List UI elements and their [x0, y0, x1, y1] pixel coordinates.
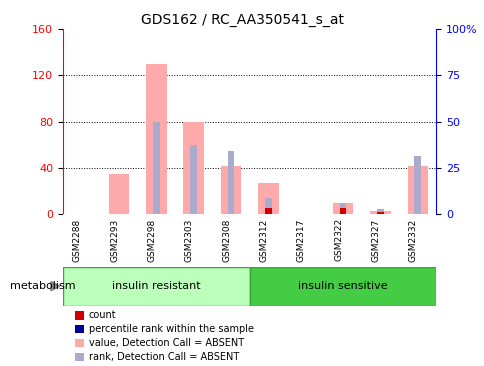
Bar	[332, 202, 353, 214]
Bar	[108, 174, 129, 214]
Bar	[63, 267, 249, 306]
Bar	[153, 122, 159, 214]
Bar	[265, 198, 271, 214]
Bar	[377, 209, 383, 214]
Text: metabolism: metabolism	[10, 281, 75, 291]
Text: insulin resistant: insulin resistant	[112, 281, 200, 291]
Bar	[257, 183, 278, 214]
Text: rank, Detection Call = ABSENT: rank, Detection Call = ABSENT	[89, 352, 239, 362]
Text: GSM2332: GSM2332	[408, 219, 417, 262]
Bar	[220, 165, 241, 214]
Bar	[369, 211, 390, 214]
Text: GSM2293: GSM2293	[110, 219, 119, 262]
Text: GSM2308: GSM2308	[222, 219, 230, 262]
Text: GSM2312: GSM2312	[259, 219, 268, 262]
Bar	[249, 267, 436, 306]
Text: GSM2327: GSM2327	[371, 219, 379, 262]
Bar	[227, 150, 234, 214]
Text: GDS162 / RC_AA350541_s_at: GDS162 / RC_AA350541_s_at	[141, 13, 343, 27]
Text: percentile rank within the sample: percentile rank within the sample	[89, 324, 253, 335]
Text: insulin sensitive: insulin sensitive	[298, 281, 387, 291]
Bar	[414, 156, 420, 214]
Bar	[190, 145, 197, 214]
Text: count: count	[89, 310, 116, 321]
Bar	[265, 208, 271, 214]
Text: GSM2298: GSM2298	[147, 219, 156, 262]
Text: GSM2317: GSM2317	[296, 219, 305, 262]
Bar	[339, 202, 346, 214]
Bar	[407, 165, 427, 214]
Bar	[377, 212, 383, 214]
Bar	[183, 122, 204, 214]
Text: value, Detection Call = ABSENT: value, Detection Call = ABSENT	[89, 338, 243, 348]
Text: GSM2288: GSM2288	[73, 219, 81, 262]
Text: GSM2303: GSM2303	[184, 219, 193, 262]
Bar	[339, 208, 346, 214]
Bar	[146, 64, 166, 214]
Text: GSM2322: GSM2322	[333, 219, 342, 261]
